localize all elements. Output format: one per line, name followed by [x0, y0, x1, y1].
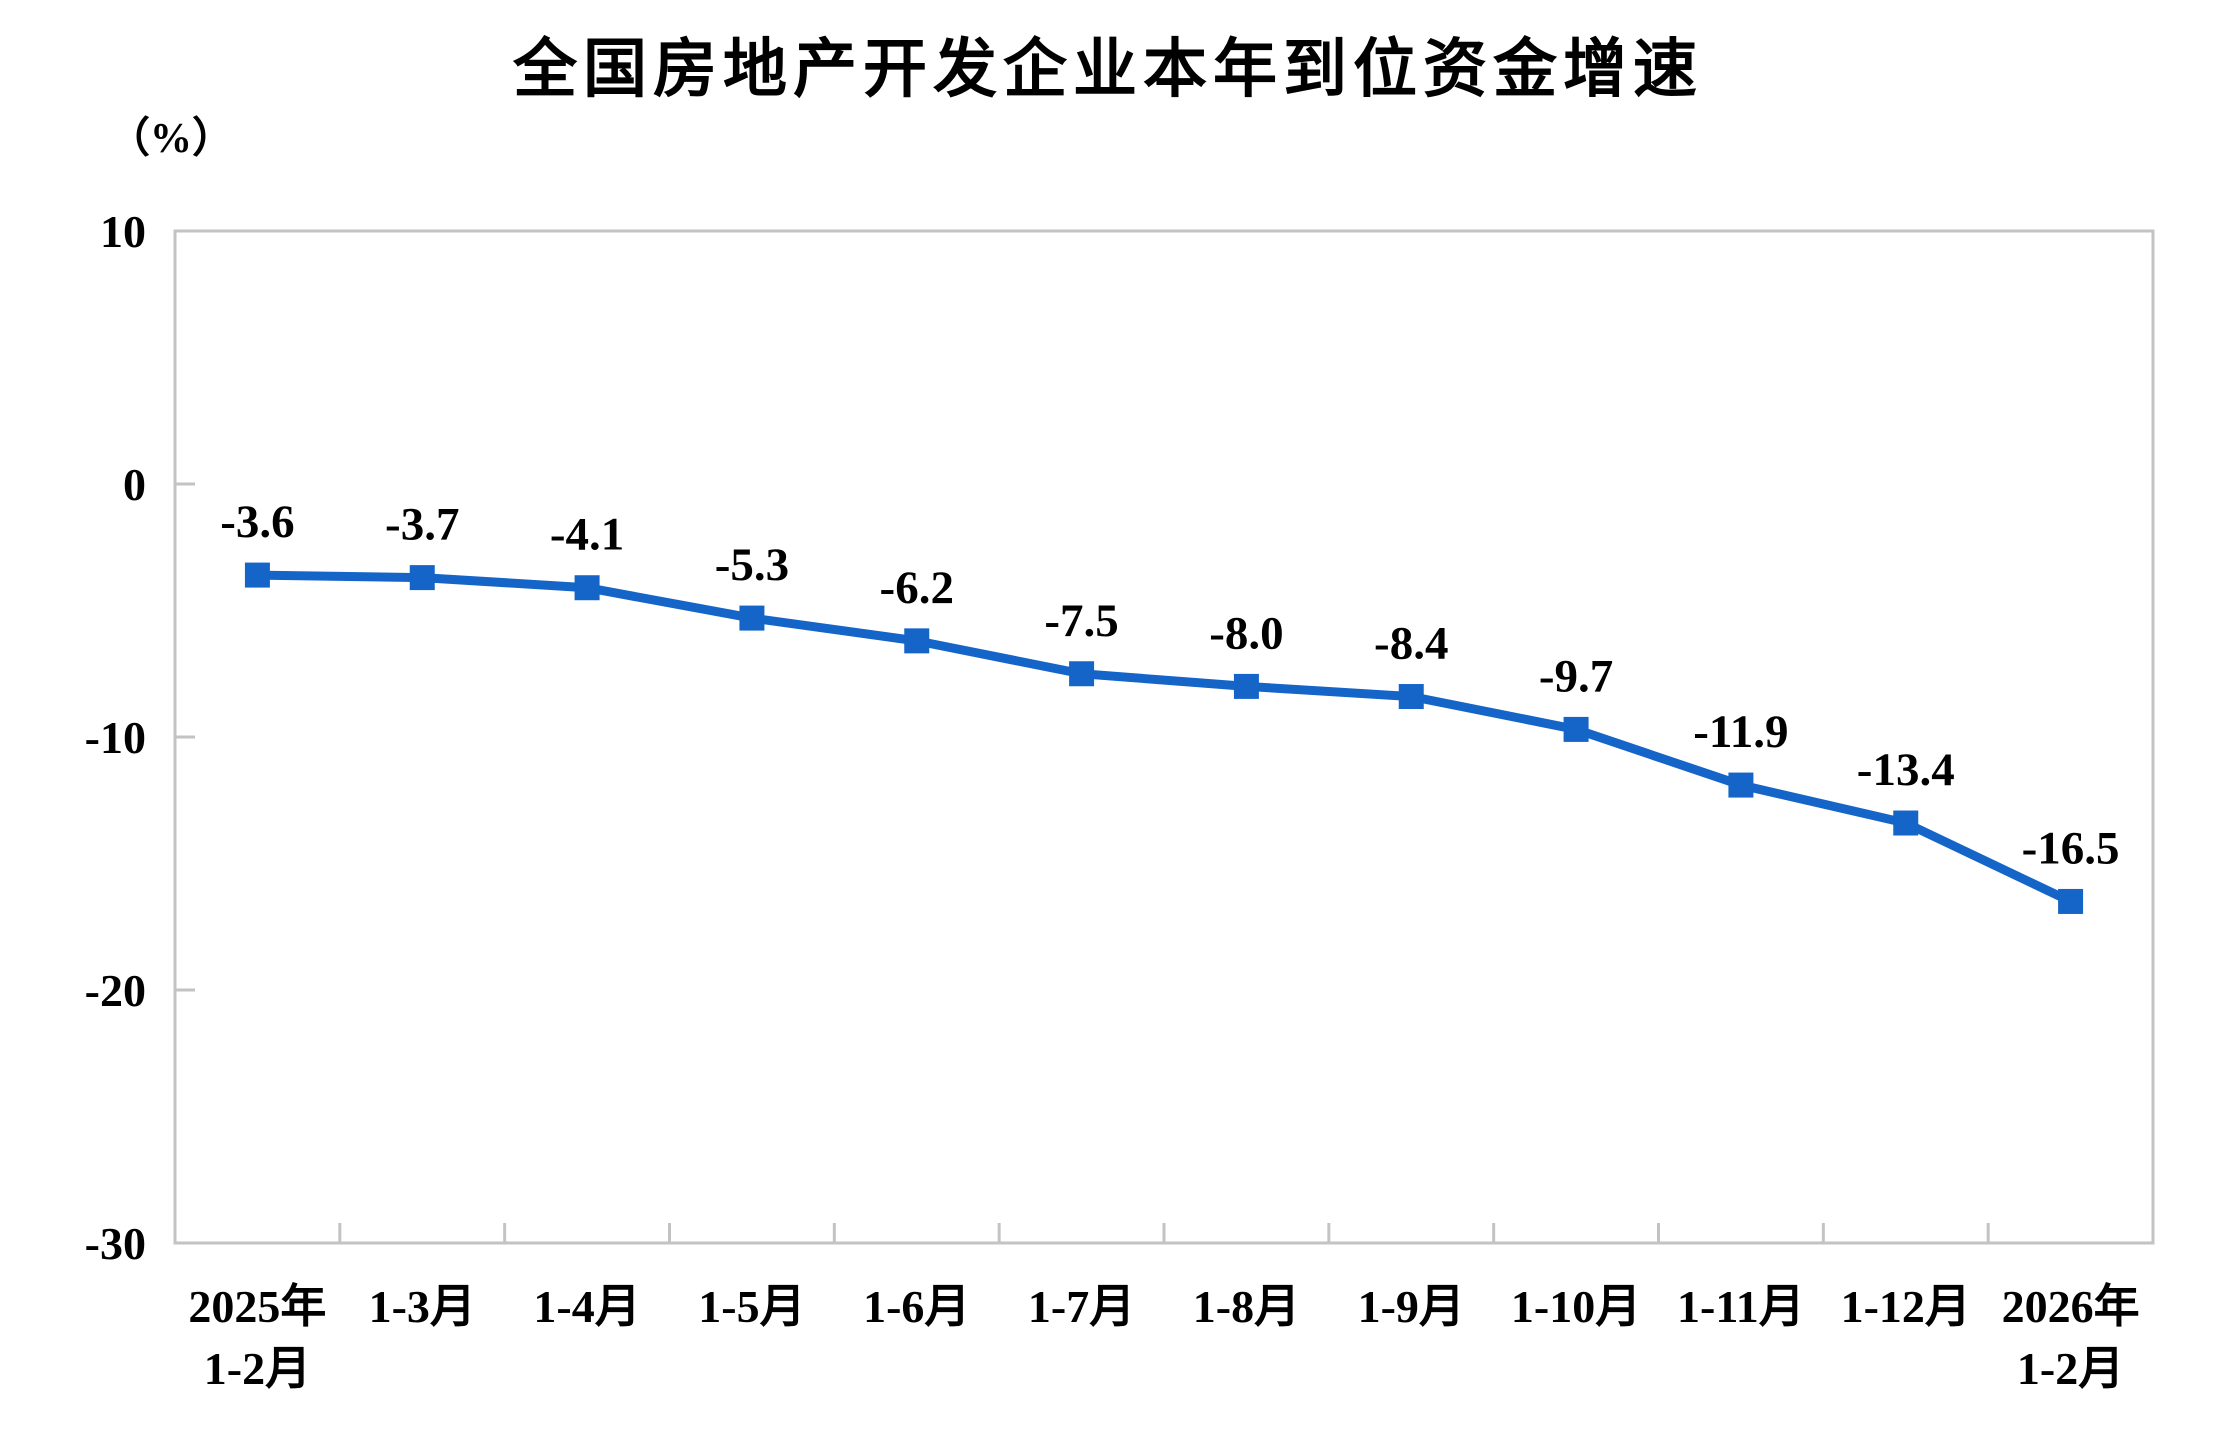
x-tick-label: 1-12月 [1841, 1281, 1971, 1332]
data-point-label: -13.4 [1857, 744, 1955, 796]
x-tick-label: 2026年 1-2月 [2002, 1281, 2140, 1394]
data-point-marker [1893, 810, 1919, 836]
x-tick-label: 1-5月 [698, 1281, 805, 1332]
data-point-label: -16.5 [2022, 822, 2120, 874]
y-axis-unit-label: （%） [108, 116, 235, 162]
y-tick-label: 10 [100, 206, 146, 257]
data-point-label: -8.0 [1209, 607, 1283, 659]
data-point-label: -9.7 [1539, 650, 1613, 702]
y-tick-label: -30 [85, 1218, 146, 1269]
data-point-marker [904, 628, 930, 654]
x-tick-label: 1-11月 [1677, 1281, 1805, 1332]
data-point-label: -3.7 [385, 499, 459, 551]
y-tick-label: -10 [85, 712, 146, 763]
data-point-marker [1728, 772, 1754, 798]
data-point-marker [574, 575, 600, 601]
data-point-label: -5.3 [715, 539, 789, 591]
data-point-label: -11.9 [1693, 706, 1788, 758]
data-point-marker [739, 605, 765, 631]
plot-border [173, 229, 2155, 1245]
x-tick-label: 1-10月 [1511, 1281, 1641, 1332]
data-point-label: -8.4 [1374, 618, 1448, 670]
x-tick-label: 1-8月 [1193, 1281, 1300, 1332]
data-point-marker [1563, 716, 1589, 742]
series-line [252, 570, 2076, 906]
data-point-label: -3.6 [220, 496, 294, 548]
data-point-marker [244, 562, 270, 588]
y-tick-label: -20 [85, 965, 146, 1016]
y-tick-label: 0 [123, 459, 146, 510]
x-tick-label: 2025年 1-2月 [188, 1281, 326, 1394]
data-point-marker [1398, 684, 1424, 710]
data-point-label: -6.2 [880, 562, 954, 614]
x-tick-label: 1-6月 [863, 1281, 970, 1332]
data-point-label: -7.5 [1044, 595, 1118, 647]
x-tick-label: 1-7月 [1028, 1281, 1135, 1332]
x-tick-label: 1-4月 [533, 1281, 640, 1332]
data-point-marker [409, 565, 435, 591]
data-point-label: -4.1 [550, 509, 624, 561]
data-point-marker [1233, 673, 1259, 699]
x-tick-label: 1-9月 [1358, 1281, 1465, 1332]
chart-title: 全国房地产开发企业本年到位资金增速 [513, 33, 1703, 105]
data-point-marker [1069, 661, 1095, 687]
data-point-marker [2058, 888, 2084, 914]
x-tick-label: 1-3月 [369, 1281, 476, 1332]
